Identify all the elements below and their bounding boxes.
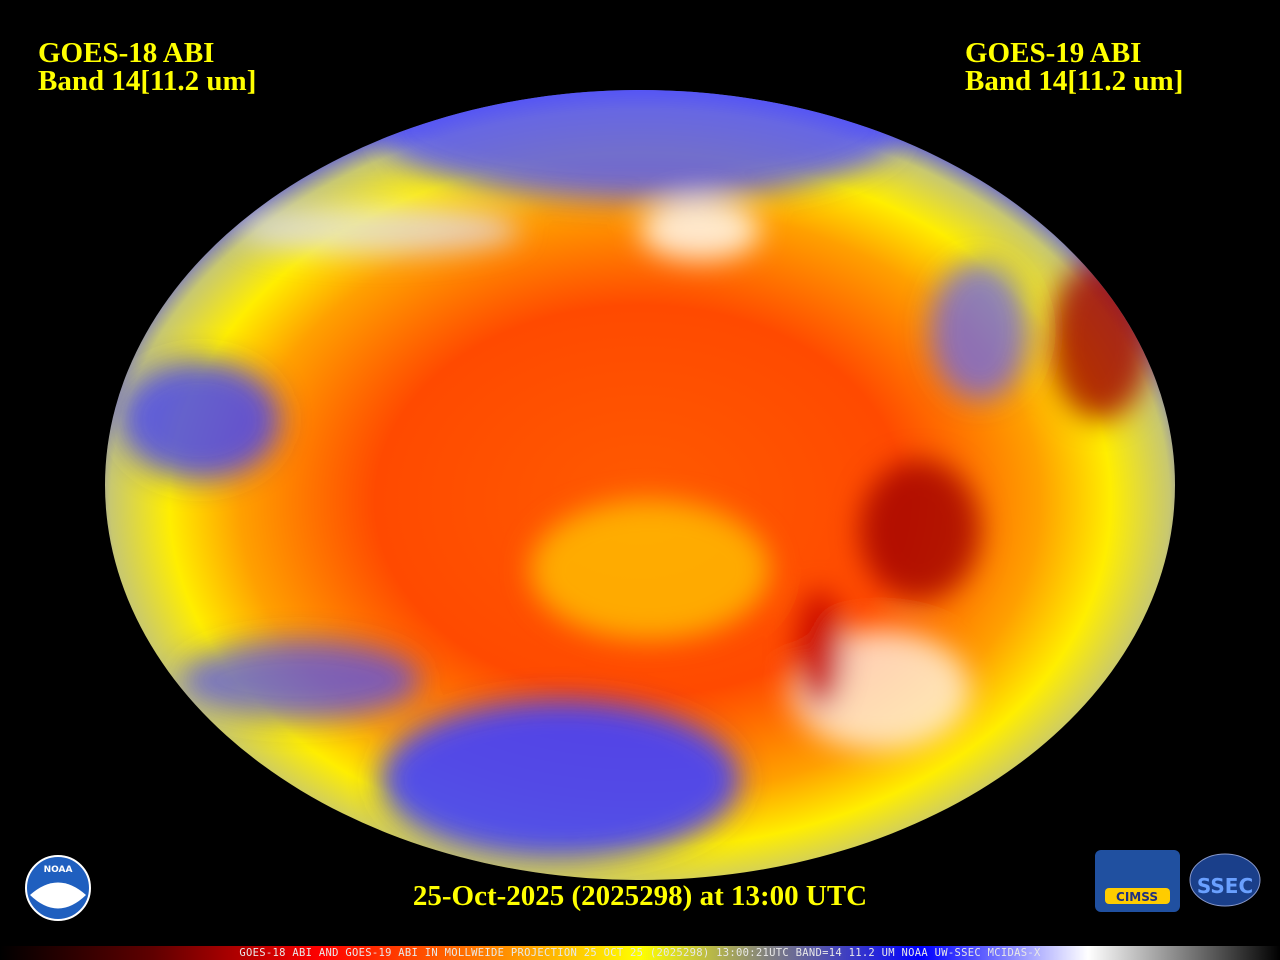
color-bar: [0, 946, 1280, 960]
footer-caption: GOES-18 ABI AND GOES-19 ABI IN MOLLWEIDE…: [239, 947, 1041, 959]
right-band: Band 14[11.2 um]: [965, 65, 1183, 97]
left-band: Band 14[11.2 um]: [38, 65, 256, 97]
cimss-badge: [1105, 888, 1170, 904]
left-satellite: GOES-18 ABI: [38, 37, 214, 69]
ssec-emblem: [1189, 853, 1261, 907]
cimss-text: CIMSS: [1116, 890, 1158, 904]
ssec-text: SSEC: [1197, 874, 1253, 898]
noaa-text: NOAA: [44, 865, 73, 875]
timestamp: 25-Oct-2025 (2025298) at 13:00 UTC: [413, 880, 867, 912]
right-satellite: GOES-19 ABI: [965, 37, 1141, 69]
noaa-logo: NOAA: [25, 855, 91, 921]
ssec-logo: SSEC: [1189, 853, 1261, 907]
noaa-gull: [30, 882, 86, 909]
cimss-logo: CIMSS: [1095, 850, 1180, 912]
